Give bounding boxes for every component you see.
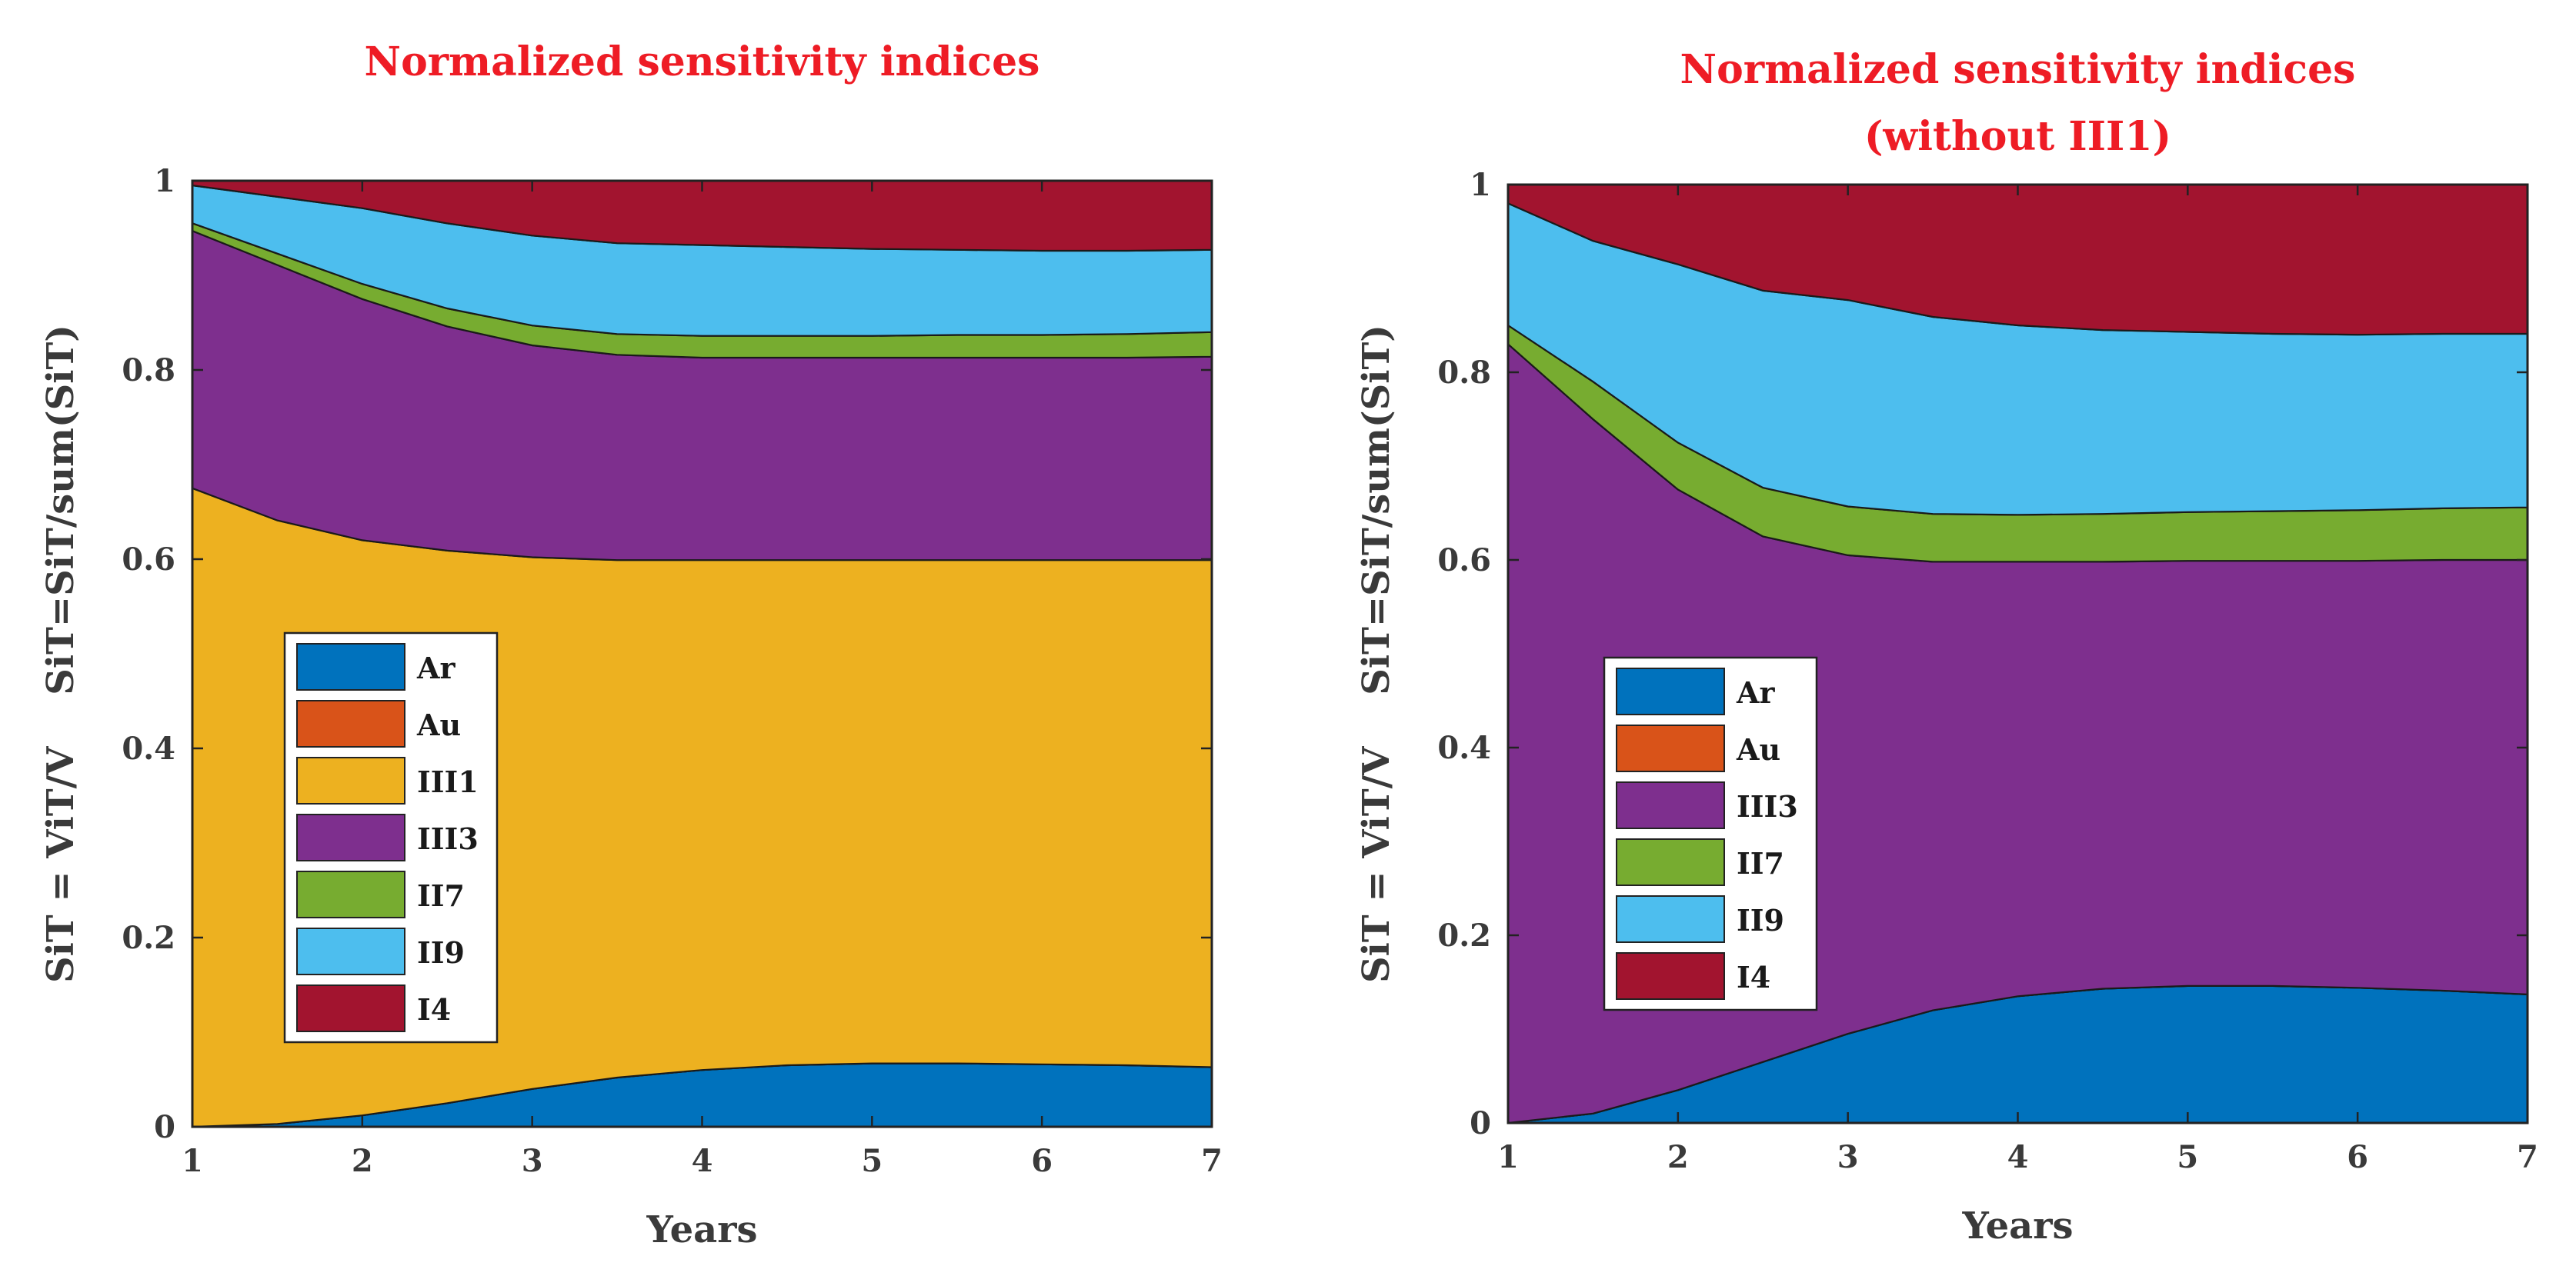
x-tick-label: 3 bbox=[1837, 1139, 1859, 1175]
chart-title: Normalized sensitivity indices bbox=[365, 38, 1040, 85]
y-tick-label: 0.2 bbox=[122, 920, 175, 956]
x-tick-label: 6 bbox=[1031, 1143, 1053, 1179]
y-tick-label: 0.2 bbox=[1437, 918, 1491, 954]
y-tick-label: 0.4 bbox=[1437, 730, 1491, 766]
legend: Ar Au III3 II7 II9 I4 bbox=[1603, 656, 1818, 1011]
legend-swatch-iii3 bbox=[296, 814, 405, 861]
legend: Ar Au III1 III3 II7 II9 I4 bbox=[283, 631, 499, 1044]
legend-swatch-au bbox=[1616, 725, 1725, 772]
legend-swatch-iii3 bbox=[1616, 781, 1725, 829]
legend-label-iii3: III3 bbox=[417, 821, 479, 856]
y-tick-label: 0.4 bbox=[122, 731, 175, 767]
chart-subtitle: (without III1) bbox=[1864, 113, 2171, 160]
legend-label-au: Au bbox=[416, 708, 461, 742]
legend-label-ii9: II9 bbox=[1737, 903, 1784, 938]
legend-label-ii7: II7 bbox=[417, 878, 465, 913]
chart-2: 1 2 3 4 5 6 7 0 0.2 0.4 0.6 0.8 1 Normalized sensitiv… bbox=[1355, 46, 2538, 1248]
y-tick-label: 0 bbox=[154, 1109, 175, 1145]
x-tick-label: 4 bbox=[2007, 1139, 2029, 1175]
y-tick-label: 0.8 bbox=[122, 352, 175, 388]
x-tick-label: 4 bbox=[692, 1143, 713, 1179]
legend-swatch-ii9 bbox=[1616, 895, 1725, 943]
legend-box bbox=[1603, 656, 1818, 1011]
x-axis-label: Years bbox=[1961, 1204, 2073, 1248]
legend-swatch-i4 bbox=[1616, 952, 1725, 1000]
chart-1: 1 2 3 4 5 6 7 0 0.2 0.4 0.6 0.8 1 Normalized sensitiv… bbox=[39, 38, 1223, 1251]
x-tick-label: 3 bbox=[522, 1143, 543, 1179]
x-tick-label: 7 bbox=[1201, 1143, 1223, 1179]
y-tick-label: 0.6 bbox=[1437, 542, 1491, 578]
legend-label-ii7: II7 bbox=[1737, 846, 1784, 881]
legend-swatch-ii9 bbox=[296, 928, 405, 975]
legend-label-ii9: II9 bbox=[417, 935, 465, 970]
legend-swatch-ar bbox=[296, 643, 405, 691]
x-axis-label: Years bbox=[646, 1208, 757, 1251]
y-axis-label: SiT = ViT/V SiT=SiT/sum(SiT) bbox=[39, 325, 82, 983]
legend-swatch-ii7 bbox=[1616, 838, 1725, 886]
legend-label-iii3: III3 bbox=[1737, 789, 1798, 824]
x-tick-label: 6 bbox=[2347, 1139, 2368, 1175]
x-tick-label: 1 bbox=[1497, 1139, 1519, 1175]
y-tick-label: 1 bbox=[154, 163, 175, 199]
legend-label-i4: I4 bbox=[1737, 960, 1770, 994]
x-tick-label: 5 bbox=[861, 1143, 883, 1179]
y-tick-label: 1 bbox=[1470, 167, 1491, 203]
legend-swatch-ar bbox=[1616, 668, 1725, 715]
chart-title: Normalized sensitivity indices bbox=[1680, 46, 2356, 93]
x-tick-label: 5 bbox=[2177, 1139, 2198, 1175]
legend-swatch-iii1 bbox=[296, 757, 405, 805]
legend-swatch-ii7 bbox=[296, 871, 405, 918]
y-tick-label: 0.8 bbox=[1437, 355, 1491, 391]
legend-label-i4: I4 bbox=[417, 992, 451, 1027]
x-tick-label: 2 bbox=[1667, 1139, 1689, 1175]
legend-label-ar: Ar bbox=[416, 651, 455, 685]
legend-label-iii1: III1 bbox=[417, 765, 479, 799]
legend-swatch-au bbox=[296, 700, 405, 748]
x-tick-label: 2 bbox=[352, 1143, 373, 1179]
legend-swatch-i4 bbox=[296, 984, 405, 1032]
legend-label-au: Au bbox=[1736, 732, 1780, 767]
x-tick-label: 1 bbox=[182, 1143, 203, 1179]
y-tick-label: 0 bbox=[1470, 1105, 1491, 1141]
x-tick-label: 7 bbox=[2517, 1139, 2538, 1175]
y-tick-label: 0.6 bbox=[122, 541, 175, 578]
y-axis-label: SiT = ViT/V SiT=SiT/sum(SiT) bbox=[1355, 325, 1398, 983]
legend-label-ar: Ar bbox=[1736, 675, 1775, 710]
